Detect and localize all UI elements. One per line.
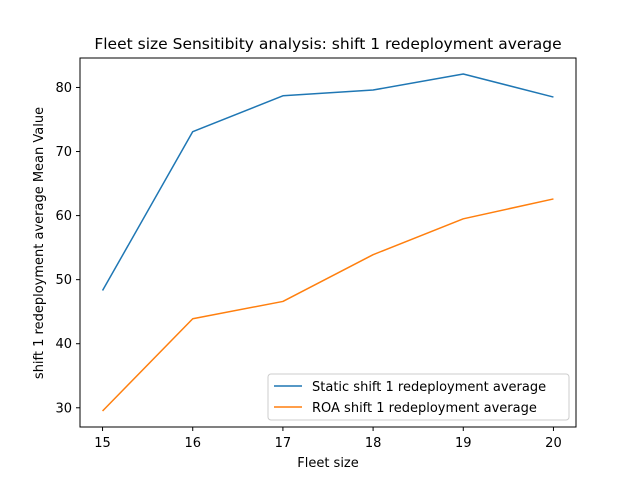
legend-label-roa: ROA shift 1 redeployment average	[312, 401, 537, 416]
series-line-static	[101, 73, 554, 291]
series-layer	[101, 73, 554, 412]
y-tick-label: 60	[55, 209, 72, 224]
plot-frame	[79, 57, 577, 428]
y-tick-label: 50	[55, 273, 72, 288]
x-tick-label: 18	[365, 436, 382, 451]
legend: Static shift 1 redeployment average ROA …	[267, 373, 570, 421]
y-tick-label: 40	[55, 337, 72, 352]
x-tick-label: 19	[455, 436, 472, 451]
legend-label-static: Static shift 1 redeployment average	[312, 380, 546, 395]
chart-title: Fleet size Sensitibity analysis: shift 1…	[94, 35, 561, 53]
y-tick-label: 70	[55, 145, 72, 160]
plot-area	[80, 58, 576, 427]
y-axis-label: shift 1 redeployment average Mean Value	[32, 107, 47, 379]
series-line-roa	[102, 198, 554, 412]
x-tick-label: 15	[94, 436, 111, 451]
x-axis-label: Fleet size	[297, 456, 359, 471]
y-tick-label: 80	[55, 81, 72, 96]
legend-box	[267, 373, 570, 421]
x-tick-label: 20	[545, 436, 562, 451]
y-tick-label: 30	[55, 401, 72, 416]
x-axis-ticks: 15 16 17 18 19 20	[94, 427, 562, 451]
y-axis-ticks: 30 40 50 60 70 80	[55, 81, 80, 416]
x-tick-label: 16	[184, 436, 201, 451]
x-tick-label: 17	[275, 436, 292, 451]
